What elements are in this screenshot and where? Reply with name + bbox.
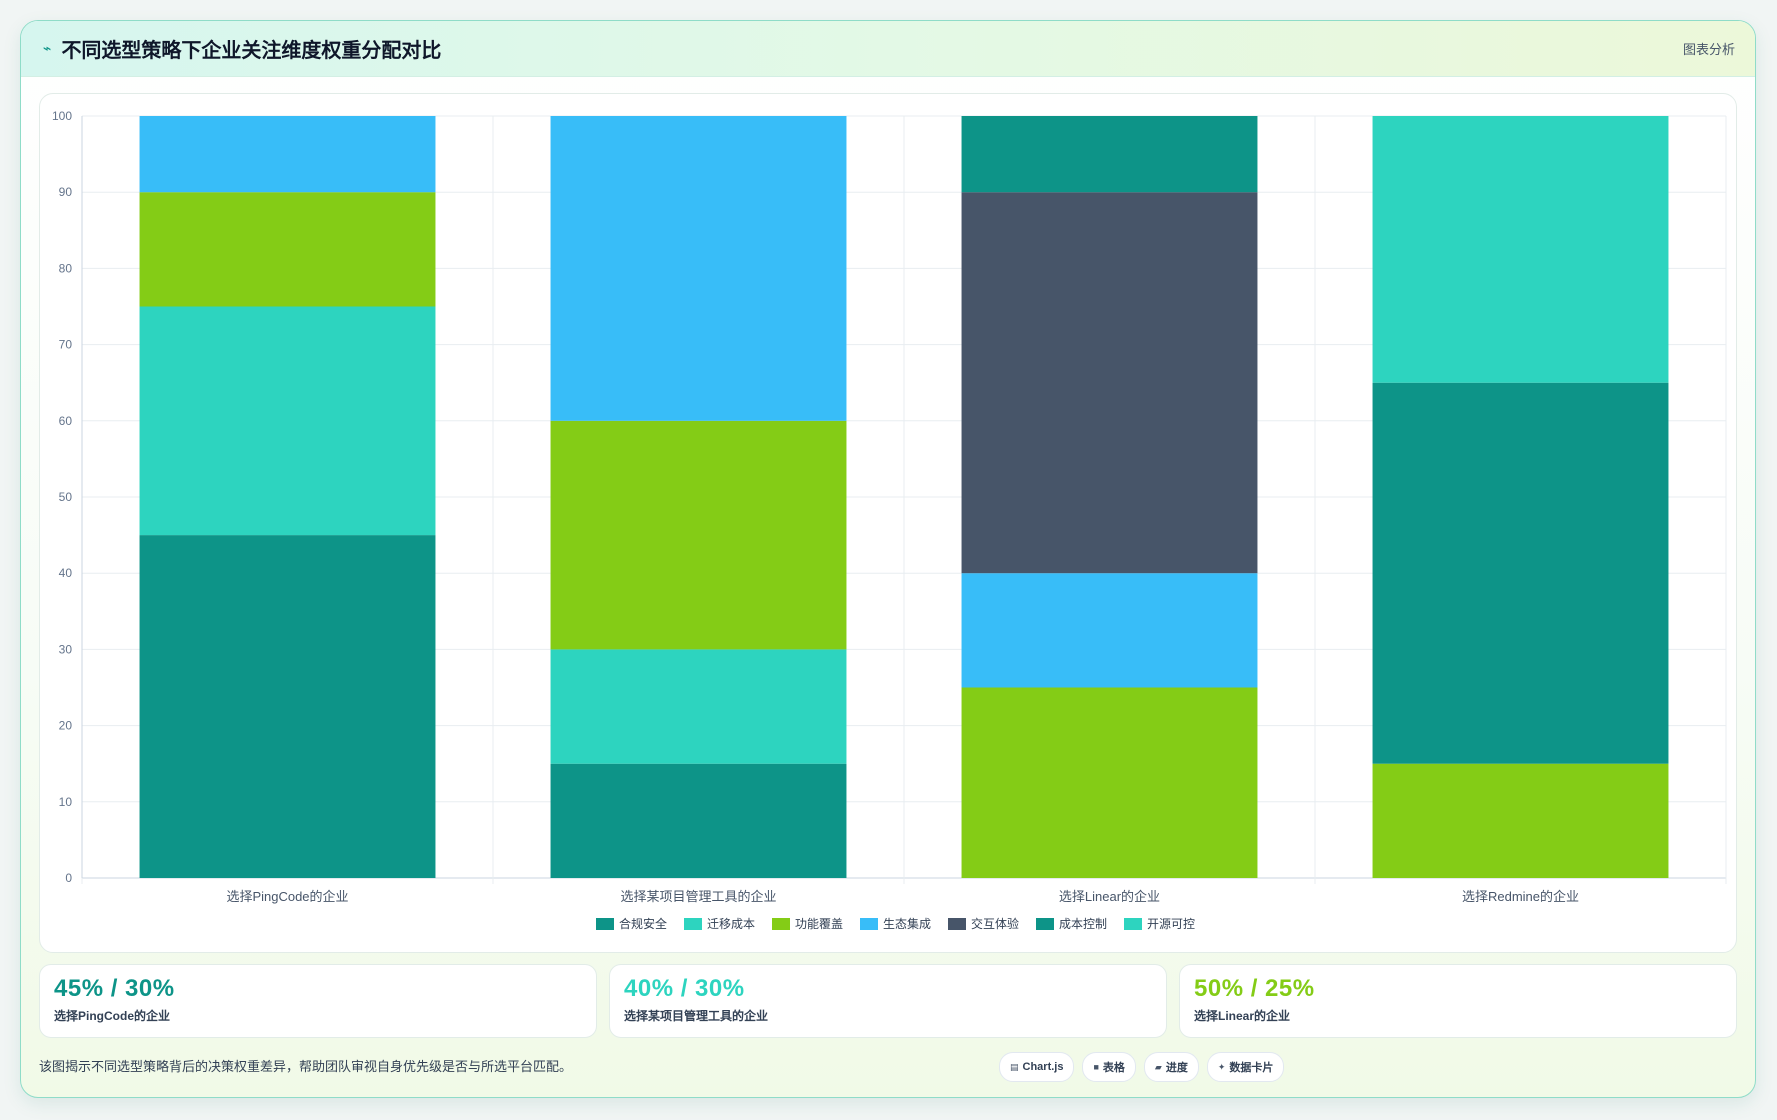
legend-swatch — [596, 918, 614, 930]
chart-analysis-link[interactable]: 图表分析 — [1682, 42, 1735, 57]
tag-label: 进度 — [1165, 1062, 1188, 1074]
stacked-bar-chart: 0 10 20 30 40 50 60 70 80 90 100 选择PingCode的企业 选择某项目… — [52, 109, 1727, 931]
y-tick-label: 30 — [59, 642, 73, 656]
bar-segment — [1372, 116, 1669, 383]
legend-label: 交互体验 — [971, 916, 1019, 931]
legend-label: 功能覆盖 — [795, 917, 843, 931]
tag-label: 数据卡片 — [1229, 1062, 1274, 1074]
legend-label: 开源可控 — [1147, 917, 1195, 931]
chart-panel: 0 10 20 30 40 50 60 70 80 90 100 选择PingCode的企业 选择某项目… — [39, 93, 1737, 953]
stat-label: 选择某项目管理工具的企业 — [624, 1009, 769, 1023]
tag-label: Chart.js — [1022, 1061, 1064, 1073]
y-tick-label: 40 — [59, 566, 73, 580]
bar-segment — [550, 116, 847, 421]
tag-label: 表格 — [1102, 1062, 1125, 1074]
x-tick-label: 选择PingCode的企业 — [226, 889, 348, 904]
y-tick-label: 60 — [59, 414, 73, 428]
legend-swatch — [1124, 918, 1142, 930]
stat-label: 选择PingCode的企业 — [54, 1009, 170, 1023]
x-tick-label: 选择Redmine的企业 — [1462, 889, 1579, 904]
legend-swatch — [860, 918, 878, 930]
legend-swatch — [948, 918, 966, 930]
bar-segment — [139, 535, 436, 878]
bar-segment — [139, 306, 436, 536]
y-tick-label: 100 — [52, 109, 72, 123]
chart-title: 不同选型策略下企业关注维度权重分配对比 — [61, 40, 442, 62]
legend-label: 迁移成本 — [707, 917, 755, 931]
y-tick-label: 50 — [59, 490, 73, 504]
stat-label: 选择Linear的企业 — [1194, 1009, 1291, 1023]
stat-card-pingcode: 45% / 30% 选择PingCode的企业 — [39, 964, 597, 1038]
chart-card: ⌁ 不同选型策略下企业关注维度权重分配对比 图表分析 0 10 20 30 40 50 60… — [20, 20, 1756, 1098]
card-footer: 该图揭示不同选型策略背后的决策权重差异，帮助团队审视自身优先级是否与所选平台匹配… — [39, 1049, 1737, 1083]
table-icon: ■ — [1093, 1062, 1099, 1072]
y-tick-label: 10 — [59, 795, 73, 809]
legend-label: 生态集成 — [883, 916, 931, 931]
y-tick-label: 20 — [59, 719, 73, 733]
chart-icon: ▤ — [1010, 1061, 1019, 1072]
bar-segment — [1372, 382, 1669, 764]
tag-data-card[interactable]: ✦ 数据卡片 — [1206, 1052, 1285, 1082]
legend-label: 合规安全 — [619, 916, 667, 931]
bar-segment — [1372, 763, 1669, 878]
chart-description: 该图揭示不同选型策略背后的决策权重差异，帮助团队审视自身优先级是否与所选平台匹配… — [39, 1059, 573, 1074]
bar-segment — [550, 420, 847, 650]
stat-cards: 45% / 30% 选择PingCode的企业 40% / 30% 选择某项目管… — [39, 964, 1737, 1038]
y-tick-label: 90 — [59, 185, 73, 199]
stat-card-pm-tool: 40% / 30% 选择某项目管理工具的企业 — [609, 964, 1167, 1038]
legend-swatch — [684, 918, 702, 930]
legend-swatch — [1036, 918, 1054, 930]
bar-segment — [139, 192, 436, 307]
bar-segment — [139, 116, 436, 193]
card-icon: ✦ — [1217, 1061, 1226, 1072]
x-tick-label: 选择Linear的企业 — [1059, 889, 1160, 904]
y-tick-label: 70 — [59, 338, 73, 352]
bar-segment — [961, 687, 1258, 878]
bar-segment — [550, 763, 847, 878]
tag-list: ▤ Chart.js ■ 表格 ▰ 进度 ✦ 数据卡片 — [999, 1052, 1285, 1082]
stat-value: 50% / 25% — [1194, 975, 1315, 1002]
legend-label: 成本控制 — [1059, 917, 1107, 931]
pulse-icon: ⌁ — [43, 40, 52, 56]
card-header: ⌁ 不同选型策略下企业关注维度权重分配对比 图表分析 — [21, 21, 1755, 77]
bar-segment — [961, 192, 1258, 574]
tag-progress[interactable]: ▰ 进度 — [1143, 1052, 1199, 1082]
x-tick-label: 选择某项目管理工具的企业 — [620, 889, 776, 904]
legend-swatch — [772, 918, 790, 930]
stat-value: 45% / 30% — [54, 975, 175, 1002]
bar-segment — [550, 649, 847, 764]
y-tick-label: 80 — [59, 261, 73, 275]
tag-chartjs[interactable]: ▤ Chart.js — [999, 1052, 1075, 1082]
stat-card-linear: 50% / 25% 选择Linear的企业 — [1179, 964, 1737, 1038]
stat-value: 40% / 30% — [624, 975, 745, 1002]
progress-icon: ▰ — [1154, 1061, 1162, 1072]
bar-segment — [961, 116, 1258, 193]
y-tick-label: 0 — [65, 871, 72, 885]
tag-table[interactable]: ■ 表格 — [1082, 1052, 1136, 1082]
bar-segment — [961, 573, 1258, 688]
